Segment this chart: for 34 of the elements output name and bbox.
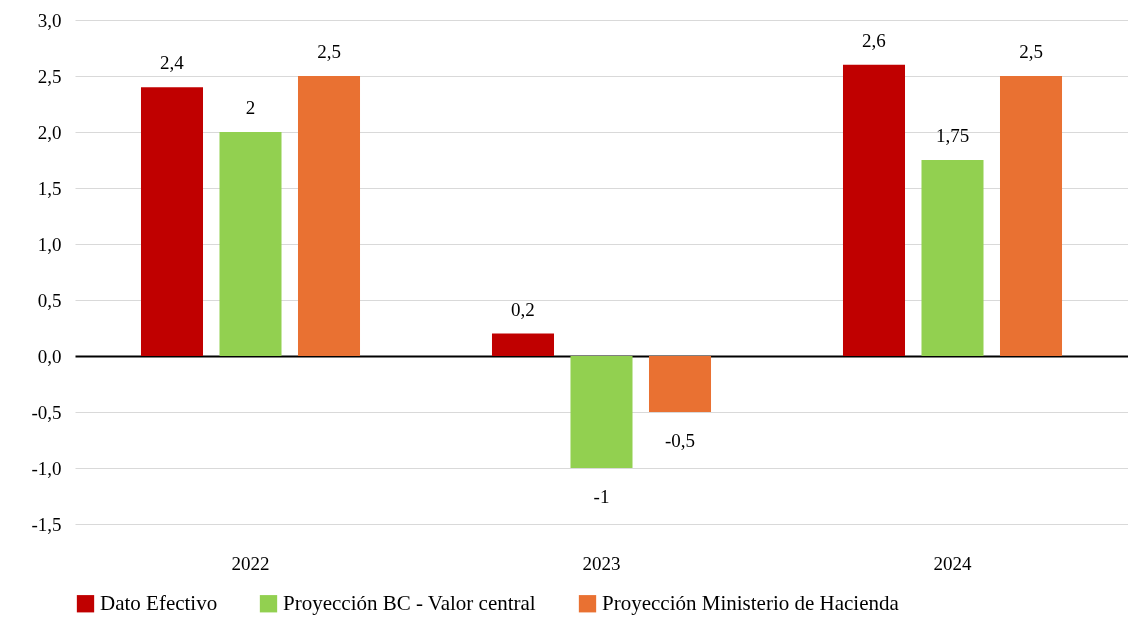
bar [570, 356, 633, 468]
bar [140, 87, 204, 356]
x-tick-label: 2022 [231, 552, 270, 574]
y-tick-label: 2,0 [37, 121, 62, 143]
bar [297, 76, 361, 356]
bar [491, 333, 555, 356]
legend-label: Proyección BC - Valor central [283, 590, 536, 615]
bar [842, 64, 906, 356]
data-label: 2,5 [317, 41, 341, 62]
y-tick-label: -1,5 [31, 513, 62, 535]
bar [219, 132, 282, 356]
y-tick-label: 0,5 [37, 289, 62, 311]
data-label: 2,5 [1019, 41, 1043, 62]
bar [921, 160, 984, 356]
data-label: 2,4 [160, 52, 185, 74]
data-label: -1 [593, 486, 610, 507]
x-tick-label: 2024 [933, 552, 972, 574]
x-tick-label: 2023 [582, 552, 621, 574]
bar [648, 356, 712, 412]
y-tick-label: -1,0 [31, 457, 62, 479]
data-label: 2 [245, 97, 256, 118]
data-label: 0,2 [511, 298, 535, 320]
data-label: 2,6 [862, 29, 886, 51]
y-tick-label: 3,0 [37, 9, 62, 31]
data-label: 1,75 [935, 125, 970, 146]
y-tick-label: -0,5 [31, 401, 62, 423]
legend-label: Proyección Ministerio de Hacienda [602, 590, 900, 615]
bar [999, 76, 1063, 356]
y-tick-label: 1,5 [37, 177, 62, 199]
y-tick-label: 1,0 [37, 233, 62, 255]
data-label: -0,5 [664, 430, 696, 451]
y-tick-label: 2,5 [37, 65, 62, 87]
y-tick-label: 0,0 [37, 345, 62, 367]
legend-label: Dato Efectivo [100, 590, 218, 615]
